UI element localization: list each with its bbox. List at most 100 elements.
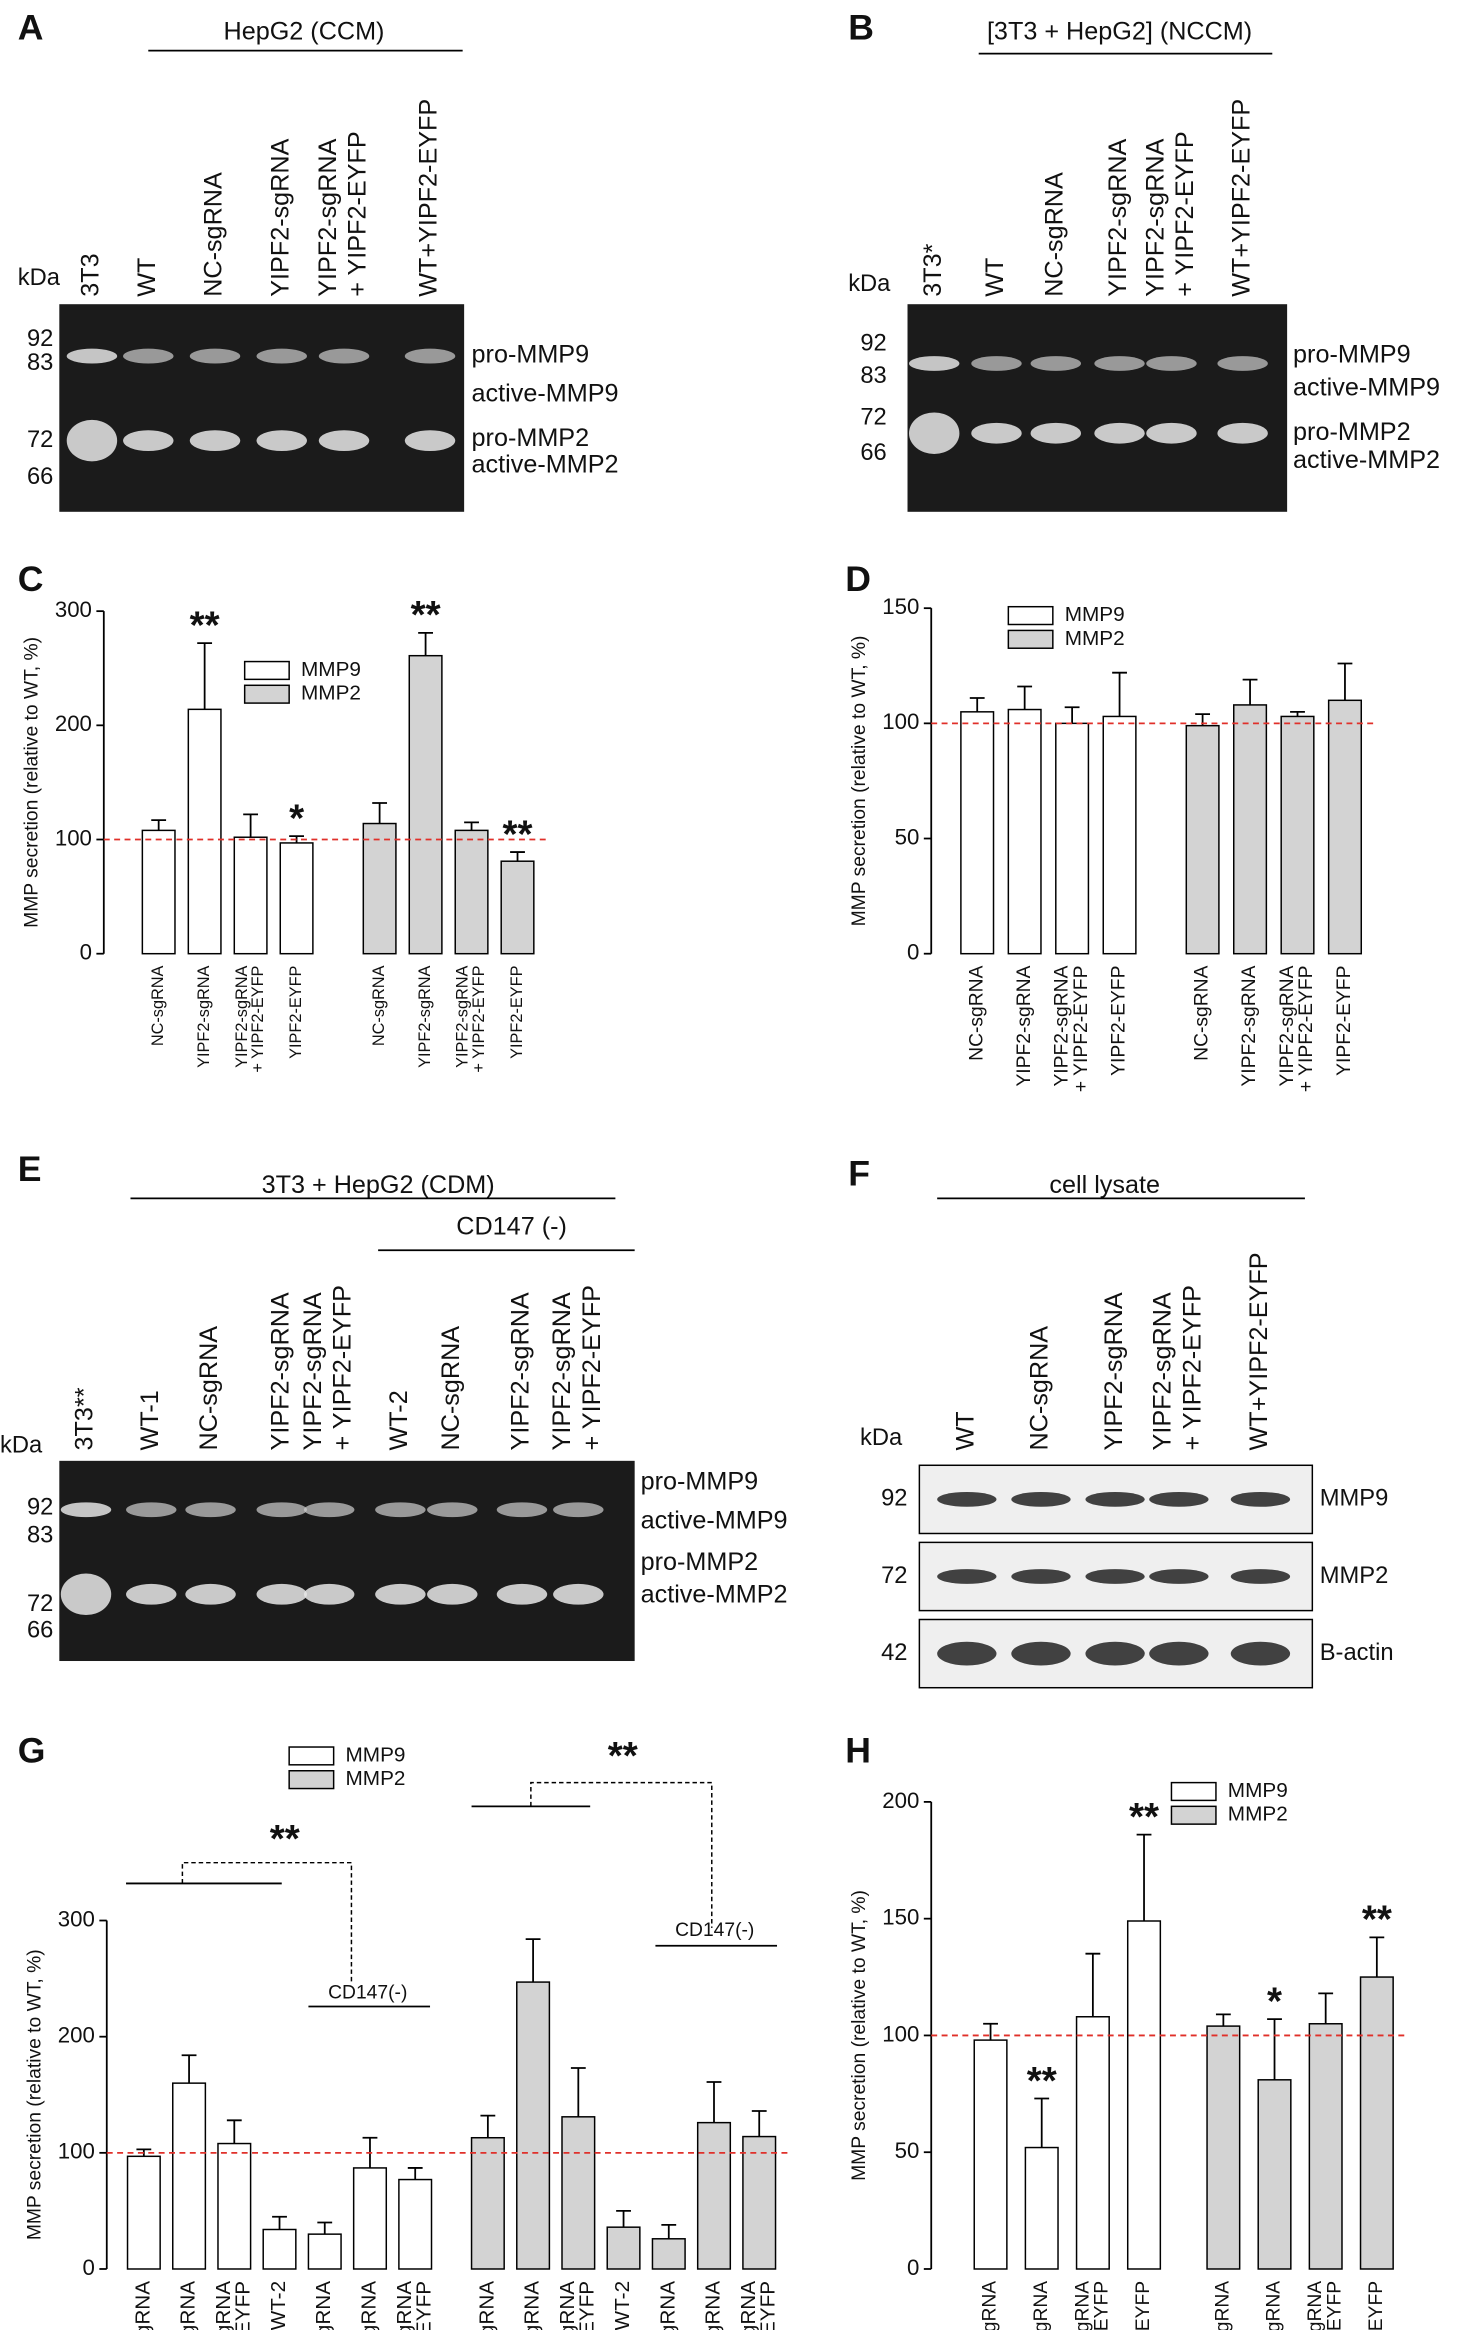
x-tick-label: YIPF2-sgRNA: [1031, 2281, 1052, 2330]
gel-band: [1094, 356, 1145, 371]
error-bar: [1064, 706, 1080, 724]
marker-label: 72: [860, 405, 886, 431]
bar: [470, 2136, 505, 2270]
x-tick-label: NC-sgRNA: [149, 965, 167, 1046]
gel-band: [496, 1502, 548, 1518]
legend-label: MMP2: [301, 682, 361, 705]
gel-band: [189, 348, 241, 364]
bar: [1327, 699, 1363, 955]
y-tick-label: 0: [907, 940, 919, 965]
legend-label: MMP2: [1065, 627, 1125, 650]
marker-label: 66: [860, 440, 886, 466]
x-tick-label: YIPF2-sgRNA: [521, 2281, 544, 2330]
gel-band: [1094, 422, 1145, 444]
error-bar: [751, 2110, 767, 2137]
lane-label: 3T3: [77, 253, 105, 296]
legend-swatch: [1007, 605, 1054, 626]
y-axis-label: MMP secretion (relative to WT, %): [22, 637, 43, 928]
blot-band: [937, 1641, 997, 1666]
lane-label: WT+YIPF2-EYFP: [1227, 99, 1255, 297]
gel-band: [908, 356, 960, 371]
marker-label: 72: [27, 1591, 53, 1617]
marker-label: 66: [27, 1618, 53, 1644]
bar: [362, 822, 397, 955]
y-axis-label: MMP secretion (relative to WT, %): [25, 1949, 46, 2240]
x-tick-label: YIPF2-EYFP: [1334, 966, 1355, 1076]
legend-swatch: [1170, 1805, 1217, 1825]
gel-band: [303, 1583, 355, 1605]
legend-swatch: [1007, 629, 1054, 649]
bracket: [181, 1861, 353, 1985]
bar: [696, 2121, 732, 2270]
annotation: CD147(-): [675, 1920, 754, 1941]
bar: [1075, 2016, 1110, 2270]
row-label: MMP2: [1320, 1563, 1389, 1589]
gel-image: [907, 304, 1288, 512]
gel-band: [126, 1502, 177, 1518]
bar: [606, 2226, 641, 2270]
error-bar: [197, 642, 213, 710]
kda-label: kDa: [18, 265, 61, 291]
legend-swatch: [288, 1746, 335, 1766]
blot-band: [937, 1569, 997, 1584]
x-tick-label: YIPF2-sgRNA: [1264, 2281, 1285, 2330]
error-bar: [1112, 671, 1127, 717]
marker-label: 83: [27, 1523, 53, 1549]
band-label: active-MMP2: [1293, 446, 1440, 474]
bar: [1233, 704, 1268, 955]
blot-band: [1230, 1641, 1291, 1666]
bar: [1257, 2079, 1292, 2270]
error-bar: [480, 2114, 496, 2138]
y-tick-label: 50: [895, 2138, 920, 2163]
x-tick-label: YIPF2-EYFP: [287, 965, 305, 1058]
error-bar: [1085, 1952, 1101, 2017]
lane-label: YIPF2-sgRNA: [1104, 138, 1132, 296]
gel-band: [1030, 422, 1082, 444]
error-bar: [525, 1938, 541, 1983]
band-label: pro-MMP2: [472, 424, 590, 452]
lane-label: NC-sgRNA: [1026, 1326, 1054, 1451]
x-tick-label: + YIPF2-EYFP: [1324, 2281, 1345, 2330]
legend-label: MMP9: [1228, 1779, 1288, 1802]
gel-band: [427, 1583, 478, 1605]
band-label: active-MMP9: [1293, 373, 1440, 401]
x-tick-label: + YIPF2-EYFP: [756, 2281, 779, 2330]
bar: [742, 2135, 777, 2270]
gel-image: [59, 304, 465, 512]
lane-label: WT-1: [136, 1390, 164, 1450]
band-label: active-MMP9: [641, 1506, 788, 1534]
legend-swatch: [243, 660, 290, 681]
legend-label: MMP9: [301, 658, 361, 681]
x-tick-label: WT-2: [611, 2281, 634, 2330]
gel-band: [553, 1502, 604, 1518]
gel-band: [66, 348, 118, 364]
gel-band: [318, 348, 370, 364]
lane-label: WT+YIPF2-EYFP: [1245, 1252, 1273, 1450]
y-tick-label: 100: [882, 2021, 919, 2046]
error-bar: [317, 2221, 333, 2235]
y-tick-label: 100: [55, 825, 92, 850]
x-tick-label: YIPF2-sgRNA: [1277, 965, 1298, 1086]
significance-label: **: [1027, 2060, 1057, 2103]
bar: [262, 2228, 297, 2270]
x-tick-label: YIPF2-sgRNA: [177, 2281, 200, 2330]
significance-label: **: [411, 594, 441, 637]
error-bar: [1017, 685, 1033, 710]
panel-letter: A: [18, 7, 44, 47]
legend-swatch: [288, 1770, 335, 1790]
row-label: B-actin: [1320, 1640, 1394, 1666]
error-bar: [1034, 2097, 1050, 2148]
gel-band: [971, 356, 1022, 371]
error-bar: [706, 2081, 722, 2123]
legend-swatch: [243, 684, 290, 704]
bar: [217, 2142, 252, 2270]
error-bar: [372, 802, 388, 824]
blot-band: [1085, 1569, 1145, 1584]
y-axis-label: MMP secretion (relative to WT, %): [849, 1890, 870, 2181]
lane-label: YIPF2-sgRNA: [1141, 138, 1169, 296]
lane-label: + YIPF2-EYFP: [344, 131, 372, 296]
x-tick-label: + YIPF2-EYFP: [1071, 966, 1092, 1093]
x-tick-label: YIPF2-sgRNA: [1072, 2281, 1093, 2330]
bar: [516, 1981, 551, 2270]
